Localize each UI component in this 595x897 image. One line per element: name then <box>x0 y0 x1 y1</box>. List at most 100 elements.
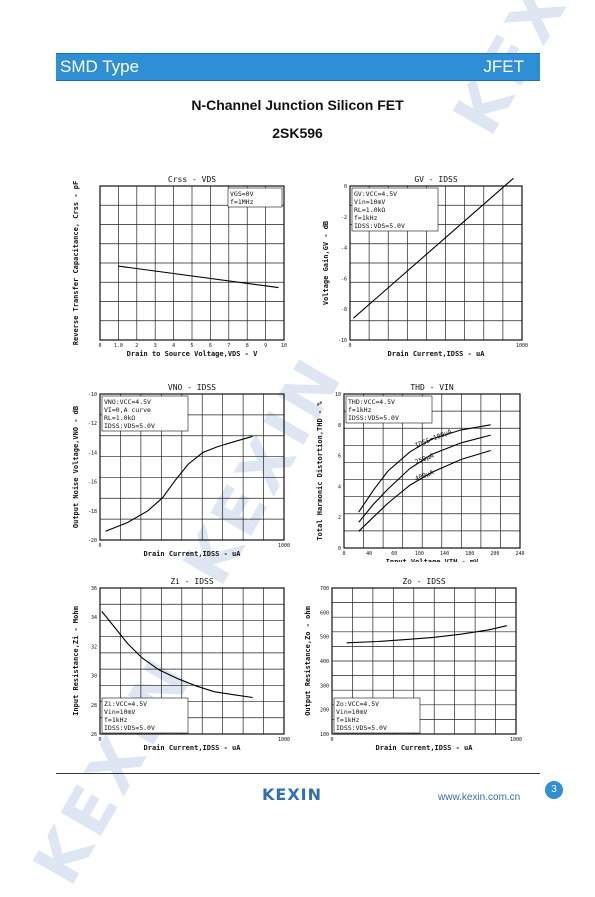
y-tick-label: -16 <box>88 480 97 486</box>
footer-url[interactable]: www.kexin.com.cn <box>438 792 521 803</box>
y-tick-label: 4 <box>338 484 341 490</box>
legend-entry: RL=1.0kΩ <box>104 414 135 422</box>
y-tick-label: 100 <box>320 732 329 738</box>
legend-entry: IDSS:VDS=5.0V <box>354 222 405 230</box>
legend-entry: IDSS:VDS=5.0V <box>104 724 155 732</box>
x-tick-label: 0 <box>98 543 101 549</box>
y-tick-label: 600 <box>320 610 329 616</box>
x-tick-label: 40 <box>366 551 372 557</box>
x-tick-label: 4 <box>172 343 175 349</box>
x-tick-label: 1000 <box>278 737 290 743</box>
series-line <box>118 265 279 289</box>
series-line <box>358 434 491 523</box>
legend-entry: f=1kHz <box>348 406 372 414</box>
series-line <box>101 611 253 699</box>
x-tick-label: 0 <box>98 737 101 743</box>
plot-frame <box>99 393 285 541</box>
plot-frame <box>331 587 517 735</box>
x-tick-label: 1.0 <box>114 343 123 349</box>
y-tick-label: 200 <box>320 708 329 714</box>
chart-zo: Zo - IDSS 0 1000 700 600 500 400 300 200 100 Drain… <box>304 577 522 752</box>
y-tick-label: -10 <box>88 392 97 398</box>
y-tick-label: -12 <box>88 421 97 427</box>
plot-frame <box>349 185 523 341</box>
y-tick-label: -4 <box>341 246 347 252</box>
chart-title: VNO - IDSS <box>168 383 216 392</box>
footer-rule <box>56 773 540 774</box>
legend-box <box>345 395 433 424</box>
x-tick-label: 6 <box>209 343 212 349</box>
chart-title: Crss - VDS <box>168 175 216 184</box>
x-tick-label: 3 <box>154 343 157 349</box>
chart-title: GV - IDSS <box>414 175 458 184</box>
plot-frame <box>343 393 521 549</box>
chart-vno: VNO - IDSS 0 1000 -10 -12 -14 -16 -18 -20 Drain C… <box>72 383 290 558</box>
chart-gv: GV - IDSS 0 1000 0 -2 -4 -6 -8 -10 Drain Current,… <box>322 175 528 358</box>
y-tick-label: -6 <box>341 276 347 282</box>
legend-entry: GV:VCC=4.5V <box>354 190 397 198</box>
x-tick-label: 180 <box>465 551 474 557</box>
y-tick-label: 30 <box>91 674 97 680</box>
x-tick-label: 1000 <box>510 737 522 743</box>
series-line <box>105 435 253 532</box>
header-banner: SMD Type JFET <box>56 53 540 81</box>
y-tick-label: 34 <box>91 615 97 621</box>
part-number: 2SK596 <box>272 125 323 141</box>
chart-title: Zo - IDSS <box>402 577 446 586</box>
x-tick-label: 5 <box>190 343 193 349</box>
x-tick-label: 240 <box>515 551 524 557</box>
x-tick-label: 100 <box>415 551 424 557</box>
plot-frame <box>99 185 285 341</box>
x-axis-label: Drain Current,IDSS - uA <box>376 744 474 752</box>
y-tick-label: 32 <box>91 644 97 650</box>
x-tick-label: 200 <box>490 551 499 557</box>
series-line <box>358 424 491 513</box>
chart-title: Zi - IDSS <box>170 577 214 586</box>
x-tick-label: 7 <box>227 343 230 349</box>
y-tick-label: 36 <box>91 586 97 592</box>
legend-box <box>101 697 189 734</box>
x-tick-label: 0 <box>98 343 101 349</box>
y-tick-label: 2 <box>338 515 341 521</box>
chart-thd: THD - VIN 0 40 60 100 140 180 200 240 10 8 6 4 2 0 Inpu… <box>316 383 525 562</box>
x-tick-label: 1000 <box>516 343 528 349</box>
x-tick-label: 60 <box>391 551 397 557</box>
x-tick-label: 9 <box>264 343 267 349</box>
header-category: JFET <box>483 57 524 76</box>
chart-crss: Crss - VDS 0 1.0 2 3 4 5 6 7 8 9 10 Drain to Source … <box>72 175 287 358</box>
legend-entry: IDSS:VDS=5.0V <box>104 422 155 430</box>
legend-entry: Zi:VCC=4.5V <box>104 700 147 708</box>
y-tick-label: 400 <box>320 659 329 665</box>
plot-frame <box>99 587 285 735</box>
series-line <box>346 625 507 644</box>
kexin-logo: KEXIN <box>262 785 323 804</box>
x-tick-label: 8 <box>246 343 249 349</box>
x-tick-label: 1000 <box>278 543 290 549</box>
x-tick-label: 10 <box>281 343 287 349</box>
legend-entry: Zo:VCC=4.5V <box>336 700 379 708</box>
y-tick-label: 8 <box>338 423 341 429</box>
y-tick-label: 28 <box>91 703 97 709</box>
legend-box <box>101 395 189 432</box>
series-label: IDSS=100μA <box>414 427 453 449</box>
legend-entry: f=1kHz <box>104 716 128 724</box>
y-tick-label: -18 <box>88 509 97 515</box>
series-label: 400μA <box>414 468 435 483</box>
y-axis-label: Input Resistance,Zi - Mohm <box>72 606 80 716</box>
y-tick-label: 500 <box>320 635 329 641</box>
x-axis-label: Drain Current,IDSS - uA <box>144 744 242 752</box>
series-line <box>358 449 491 532</box>
legend-entry: f=1MHz <box>230 198 254 206</box>
y-tick-label: 700 <box>320 586 329 592</box>
y-tick-label: -10 <box>338 338 347 344</box>
page-number: 3 <box>545 781 563 799</box>
legend-entry: IDSS:VDS=5.0V <box>336 724 387 732</box>
y-axis-label: Total Harmonic Distortion,THD - % <box>316 401 324 541</box>
legend-box <box>227 187 283 208</box>
legend-box <box>351 187 439 232</box>
y-tick-label: -8 <box>341 307 347 313</box>
y-tick-label: 300 <box>320 683 329 689</box>
legend-entry: f=1kHz <box>354 214 378 222</box>
x-tick-label: 140 <box>440 551 449 557</box>
x-tick-label: 2 <box>135 343 138 349</box>
